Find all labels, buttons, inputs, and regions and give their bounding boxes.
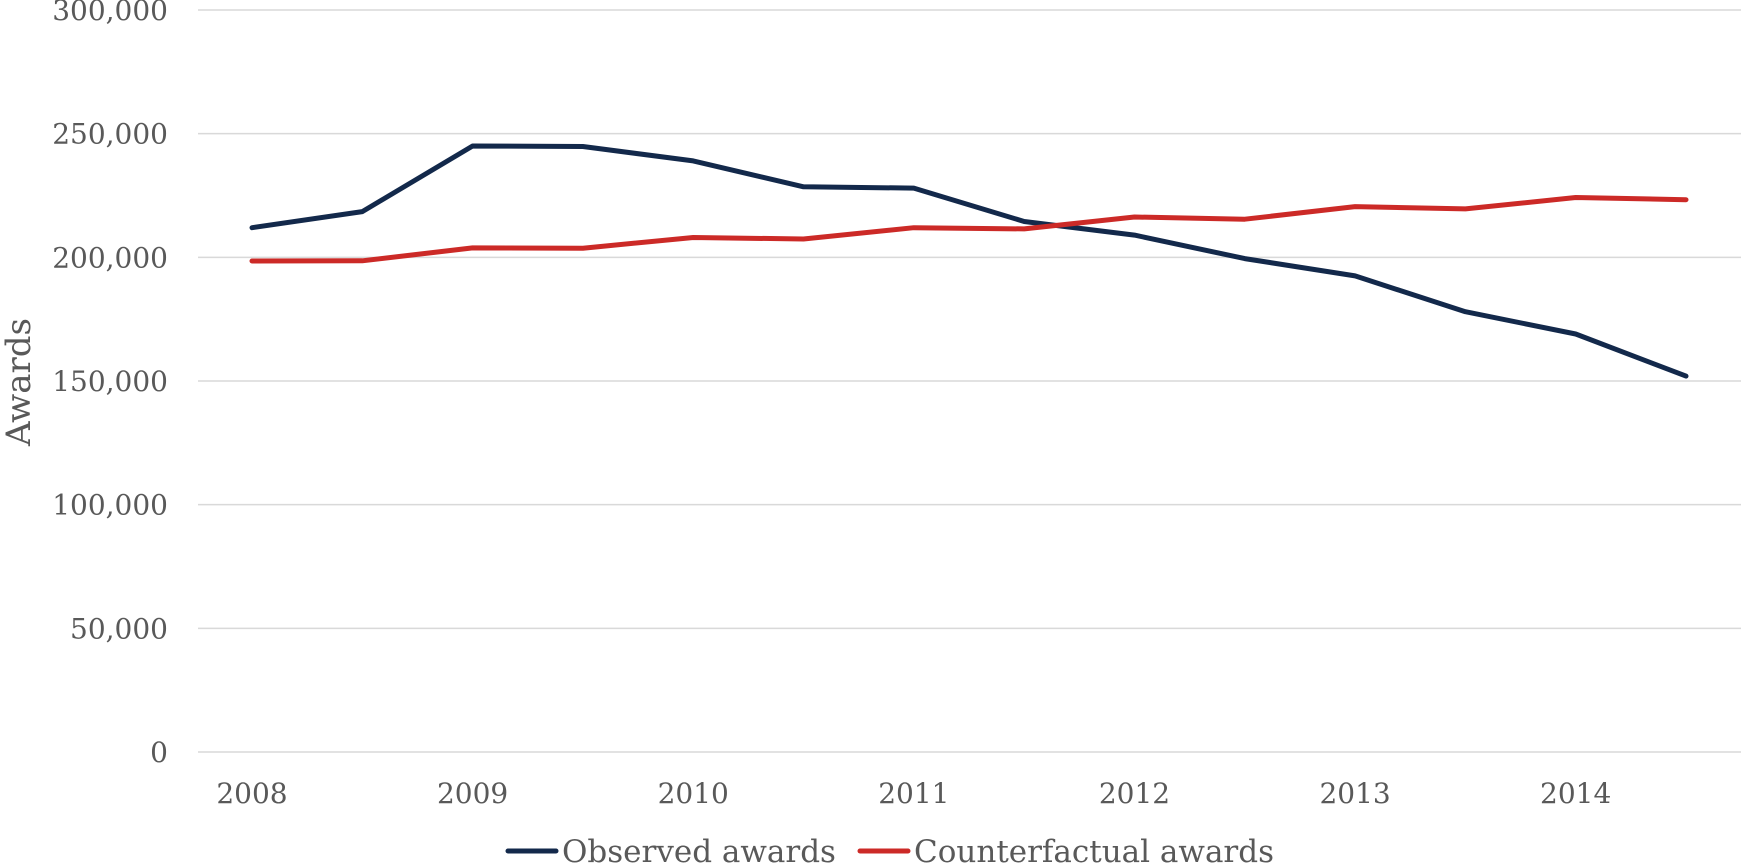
legend-label: Counterfactual awards <box>914 834 1274 867</box>
y-tick-label: 250,000 <box>52 118 168 151</box>
gridlines <box>198 9 1741 753</box>
x-tick-label: 2014 <box>1540 777 1611 810</box>
legend-label: Observed awards <box>562 834 836 867</box>
x-axis-ticks: 2008 2009 2010 2011 2012 2013 2014 <box>216 777 1611 810</box>
y-tick-label: 100,000 <box>52 489 168 522</box>
x-tick-label: 2009 <box>437 777 508 810</box>
x-tick-label: 2013 <box>1319 777 1390 810</box>
series-line-observed <box>249 143 1689 379</box>
x-tick-label: 2011 <box>878 777 949 810</box>
legend: Observed awards Counterfactual awards <box>505 834 1274 867</box>
y-axis-title: Awards <box>0 318 39 447</box>
y-tick-label: 150,000 <box>52 365 168 398</box>
x-tick-label: 2010 <box>658 777 729 810</box>
y-tick-label: 200,000 <box>52 241 168 274</box>
x-tick-label: 2008 <box>216 777 287 810</box>
y-tick-label: 300,000 <box>52 0 168 27</box>
series-lines <box>249 143 1689 379</box>
series-line-counterfactual <box>249 195 1689 264</box>
y-tick-label: 50,000 <box>70 612 168 645</box>
y-axis-ticks: 0 50,000 100,000 150,000 200,000 250,000 300,0… <box>52 0 168 769</box>
x-tick-label: 2012 <box>1099 777 1170 810</box>
y-tick-label: 0 <box>150 736 168 769</box>
